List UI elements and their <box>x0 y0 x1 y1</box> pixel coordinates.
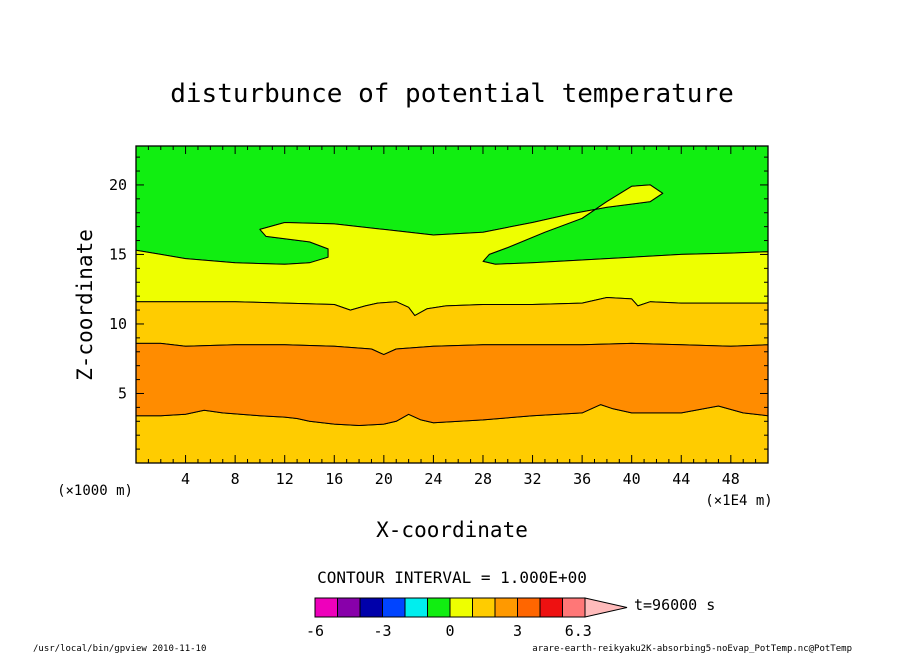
y-axis-label: Z-coordinate <box>73 229 97 381</box>
x-tick-label: 20 <box>375 470 393 488</box>
x-tick-label: 48 <box>722 470 740 488</box>
y-tick-label: 10 <box>109 315 127 333</box>
y-tick-label: 20 <box>109 176 127 194</box>
colorbar-tick-label: -3 <box>373 622 391 640</box>
colorbar-extend-arrow <box>584 597 628 618</box>
colorbar-tick-label: 3 <box>513 622 522 640</box>
x-tick-label: 12 <box>276 470 294 488</box>
plot-frame <box>135 145 769 464</box>
x-tick-label: 28 <box>474 470 492 488</box>
time-label: t=96000 s <box>634 596 715 614</box>
x-unit-right: (×1E4 m) <box>705 493 772 509</box>
colorbar-swatch <box>404 597 428 618</box>
x-axis: 4 8 12 16 20 24 28 32 36 40 44 48 <box>147 146 757 488</box>
colorbar-swatch <box>382 597 406 618</box>
x-tick-label: 44 <box>672 470 690 488</box>
colorbar-swatch <box>449 597 473 618</box>
footer-left: /usr/local/bin/gpview 2010-11-10 <box>33 644 206 654</box>
x-tick-label: 16 <box>325 470 343 488</box>
colorbar-tick-label: 6.3 <box>565 622 592 640</box>
colorbar-tick-label: -6 <box>306 622 324 640</box>
colorbar-swatch <box>562 597 586 618</box>
x-tick-label: 24 <box>424 470 442 488</box>
y-tick-label: 15 <box>109 245 127 263</box>
colorbar-swatch <box>337 597 361 618</box>
colorbar-swatch <box>539 597 563 618</box>
colorbar-swatch <box>494 597 518 618</box>
plot-area <box>135 145 769 464</box>
contour-interval: CONTOUR INTERVAL = 1.000E+00 <box>317 568 587 587</box>
footer-right: arare-earth-reikyaku2K-absorbing5-noEvap… <box>532 644 852 654</box>
contour-region-2-to-3 <box>135 342 769 426</box>
chart-title: disturbunce of potential temperature <box>170 79 734 109</box>
colorbar: -6 -3 0 3 6.3 <box>306 597 628 640</box>
y-tick-label: 5 <box>118 384 127 402</box>
x-tick-label: 36 <box>573 470 591 488</box>
x-axis-label: X-coordinate <box>376 518 528 542</box>
x-tick-label: 4 <box>181 470 190 488</box>
colorbar-tick-label: 0 <box>445 622 454 640</box>
colorbar-swatch <box>517 597 541 618</box>
colorbar-swatch <box>427 597 451 618</box>
x-tick-label: 8 <box>231 470 240 488</box>
colorbar-swatch <box>359 597 383 618</box>
colorbar-swatch <box>472 597 496 618</box>
colorbar-swatch <box>314 597 338 618</box>
x-tick-label: 32 <box>524 470 542 488</box>
x-unit-left: (×1000 m) <box>57 483 133 499</box>
x-tick-label: 40 <box>623 470 641 488</box>
y-axis: 5 10 15 20 <box>109 156 768 450</box>
